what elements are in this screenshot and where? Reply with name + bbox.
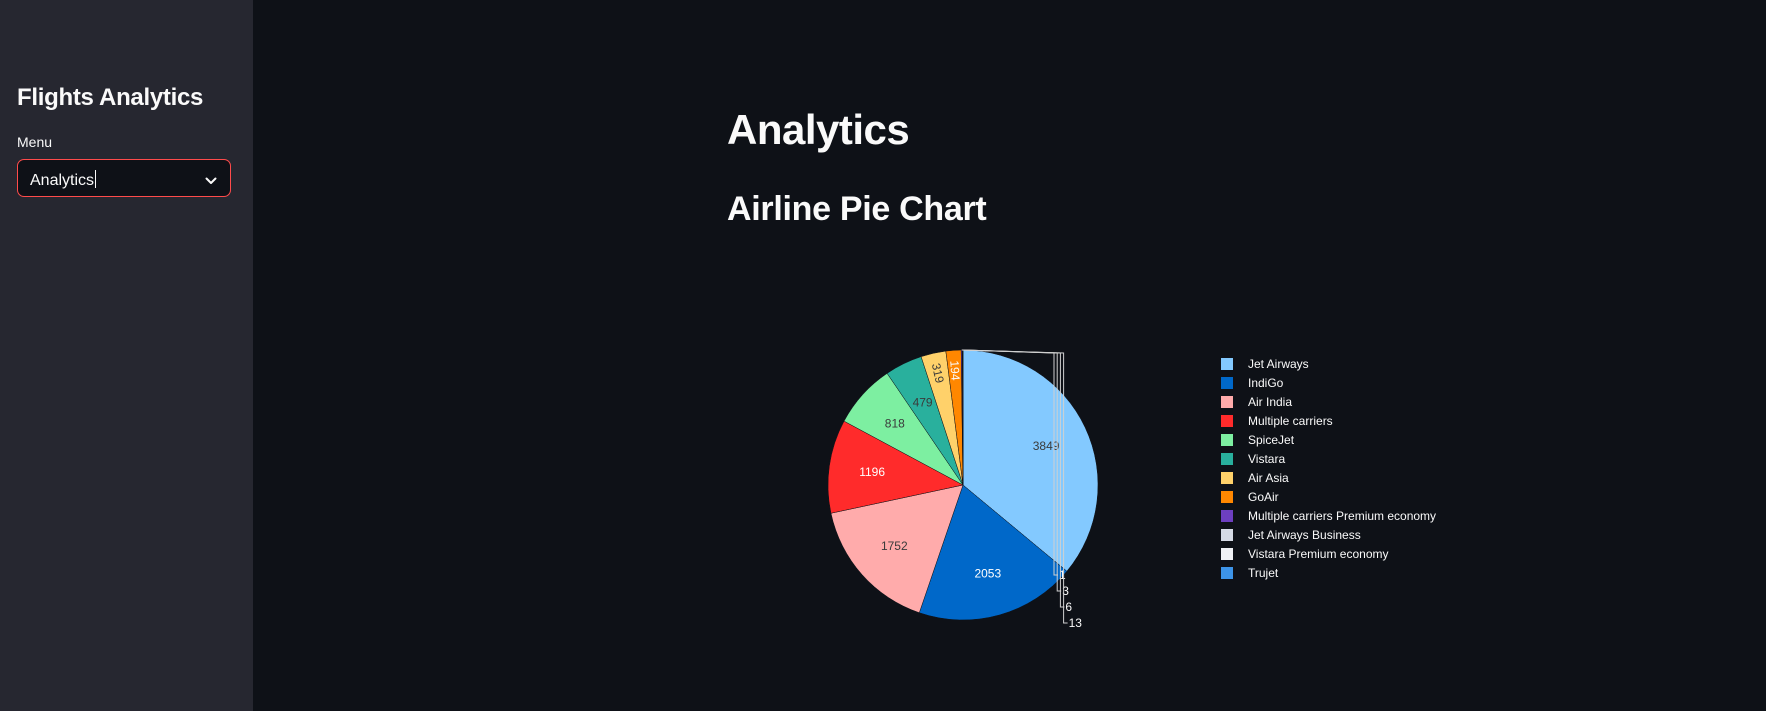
legend-label[interactable]: Jet Airways Business [1248, 528, 1361, 542]
legend-swatch[interactable] [1221, 510, 1233, 522]
legend-label[interactable]: Air Asia [1248, 471, 1289, 485]
pie-slice-label: 818 [885, 417, 905, 431]
legend-label[interactable]: SpiceJet [1248, 433, 1295, 447]
legend-swatch[interactable] [1221, 491, 1233, 503]
legend-label[interactable]: IndiGo [1248, 376, 1284, 390]
legend-swatch[interactable] [1221, 548, 1233, 560]
pie-slice-label: 3849 [1033, 439, 1060, 453]
legend-label[interactable]: Multiple carriers [1248, 414, 1333, 428]
legend-label[interactable]: Multiple carriers Premium economy [1248, 509, 1436, 523]
legend-label[interactable]: Jet Airways [1248, 357, 1309, 371]
legend-swatch[interactable] [1221, 567, 1233, 579]
legend-swatch[interactable] [1221, 472, 1233, 484]
pie-slice-label: 194 [947, 360, 962, 381]
pie-slice-label: 1752 [881, 539, 908, 553]
pie-slice-label: 6 [1065, 600, 1072, 614]
legend-swatch[interactable] [1221, 377, 1233, 389]
legend-swatch[interactable] [1221, 415, 1233, 427]
legend-swatch[interactable] [1221, 396, 1233, 408]
pie-slice-label: 479 [913, 396, 933, 410]
legend-label[interactable]: Trujet [1248, 566, 1279, 580]
legend-swatch[interactable] [1221, 529, 1233, 541]
pie-slice-label: 1196 [859, 465, 885, 479]
pie-slice-label: 13 [1069, 616, 1083, 630]
legend-label[interactable]: Vistara [1248, 452, 1285, 466]
legend-label[interactable]: GoAir [1248, 490, 1279, 504]
pie-slice-label: 2053 [974, 566, 1001, 580]
legend-swatch[interactable] [1221, 453, 1233, 465]
legend-label[interactable]: Air India [1248, 395, 1292, 409]
legend-swatch[interactable] [1221, 358, 1233, 370]
legend-label[interactable]: Vistara Premium economy [1248, 547, 1389, 561]
legend-swatch[interactable] [1221, 434, 1233, 446]
